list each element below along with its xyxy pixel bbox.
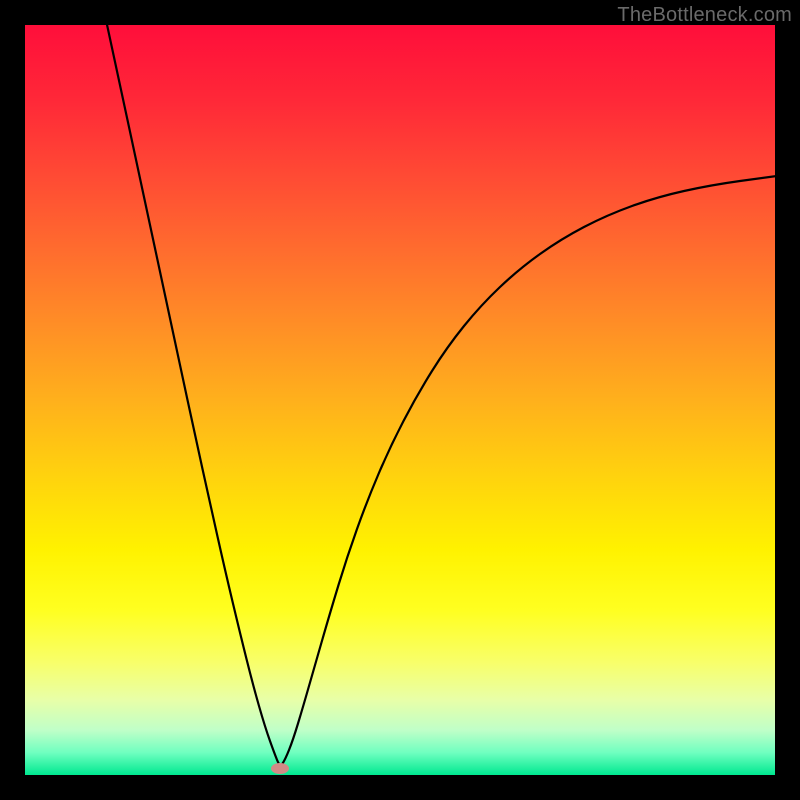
curve-overlay: [25, 25, 775, 775]
minimum-marker: [271, 763, 289, 774]
chart-container: TheBottleneck.com: [0, 0, 800, 800]
watermark-text: TheBottleneck.com: [617, 4, 792, 27]
plot-area: [25, 25, 775, 775]
